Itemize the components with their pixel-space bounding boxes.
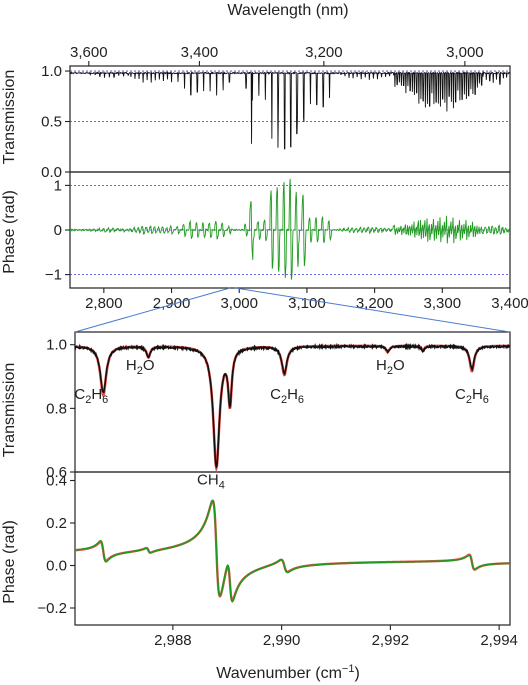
wavenumber-tick-label: 2,800 xyxy=(85,295,123,312)
bottom-phase-y-tick-label: 0.2 xyxy=(46,515,67,532)
zoom-wavenumber-tick-label: 2,992 xyxy=(372,632,410,649)
top-axis-label: Wavelength (nm) xyxy=(227,2,348,19)
molecule-label: C2H6 xyxy=(270,386,304,406)
zoom-phase-trace-1 xyxy=(74,499,511,603)
top-transmission-trace xyxy=(69,70,511,150)
bottom-phase-y-tick-label: −0.2 xyxy=(37,600,67,617)
top-phase-trace xyxy=(69,178,511,280)
bottom-transmission-y-tick-label: 1.0 xyxy=(46,337,67,354)
molecule-label: H2O xyxy=(376,357,405,377)
top-transmission-y-tick-label: 0.5 xyxy=(41,114,62,131)
bottom-transmission-y-tick-label: 0.8 xyxy=(46,400,67,417)
wavenumber-tick-label: 3,100 xyxy=(288,295,326,312)
top-phase-y-tick-label: 0 xyxy=(54,222,62,239)
molecule-label: C2H6 xyxy=(74,386,108,406)
bottom-transmission-ylabel: Transmission xyxy=(1,363,18,458)
top-phase-y-tick-label: −1 xyxy=(45,267,62,284)
top-transmission-y-tick-label: 0.0 xyxy=(41,164,62,181)
molecule-label: CH4 xyxy=(197,472,225,492)
top-phase-ylabel: Phase (rad) xyxy=(1,190,18,274)
zoom-connector-right xyxy=(235,287,511,333)
bottom-xlabel: Wavenumber (cm−1) xyxy=(216,663,360,682)
wavelength-tick-label: 3,200 xyxy=(305,44,343,61)
zoom-connector-left xyxy=(74,287,231,333)
zoom-transmission-trace-1 xyxy=(74,342,511,469)
wavenumber-tick-label: 2,900 xyxy=(153,295,191,312)
bottom-transmission-y-tick-label: 0.6 xyxy=(46,464,67,481)
zoom-transmission-trace-0 xyxy=(74,344,510,473)
zoom-wavenumber-tick-label: 2,988 xyxy=(154,632,192,649)
wavenumber-tick-label: 3,200 xyxy=(356,295,394,312)
bottom-phase-ylabel: Phase (rad) xyxy=(1,520,18,604)
top-transmission-ylabel: Transmission xyxy=(1,70,18,165)
wavenumber-tick-label: 3,400 xyxy=(491,295,528,312)
zoom-wavenumber-tick-label: 2,990 xyxy=(263,632,301,649)
zoom-wavenumber-tick-label: 2,994 xyxy=(480,632,518,649)
wavenumber-tick-label: 3,300 xyxy=(424,295,462,312)
top-transmission-y-tick-label: 1.0 xyxy=(41,63,62,80)
bottom-phase-y-tick-label: 0.4 xyxy=(46,473,67,490)
molecule-label: C2H6 xyxy=(455,386,489,406)
panel-frame-bP xyxy=(74,471,511,626)
wavelength-tick-label: 3,400 xyxy=(181,44,219,61)
molecule-label: H2O xyxy=(126,357,155,377)
wavelength-tick-label: 3,000 xyxy=(446,44,484,61)
top-phase-y-tick-label: 1 xyxy=(54,177,62,194)
bottom-phase-y-tick-label: 0.0 xyxy=(46,558,67,575)
wavenumber-tick-label: 3,000 xyxy=(220,295,258,312)
wavelength-tick-label: 3,600 xyxy=(70,44,108,61)
